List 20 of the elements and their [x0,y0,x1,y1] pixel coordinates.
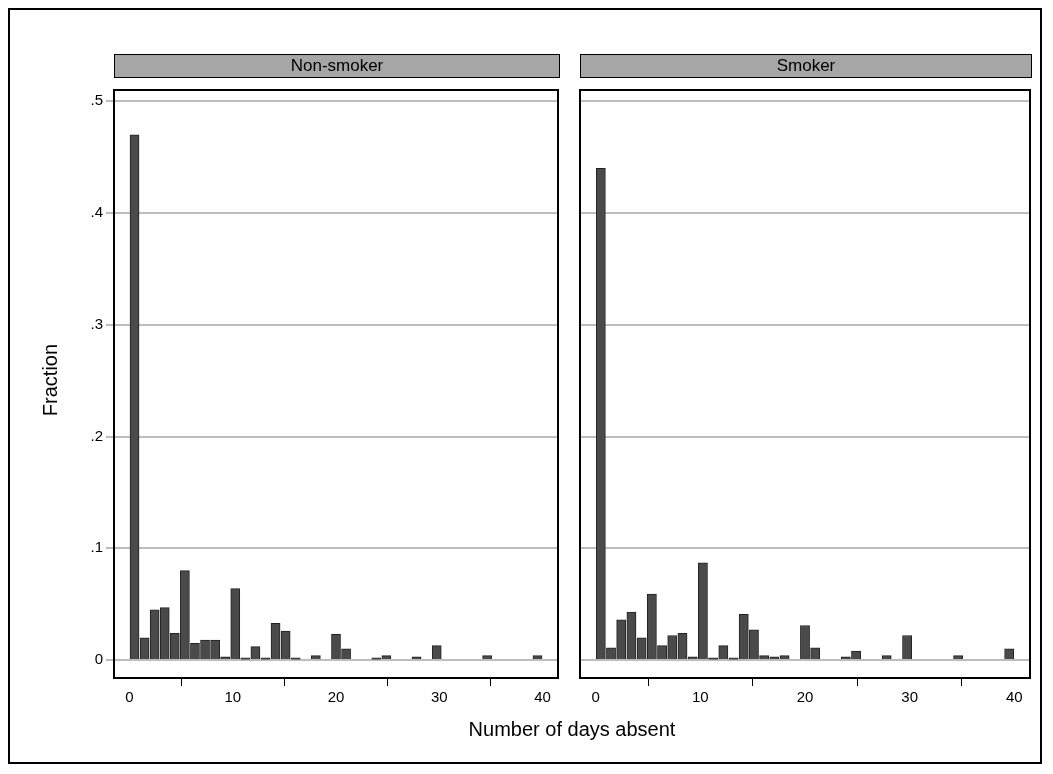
x-axis-title: Number of days absent [467,718,677,741]
x-tick-label: 30 [901,688,918,706]
x-tick-label: 40 [534,688,551,706]
y-tick-label: .2 [90,426,103,444]
x-tick-label: 20 [796,688,814,706]
x-tick-label: 20 [327,688,345,706]
x-tick-label: 30 [430,688,448,706]
x-tick-label: 40 [1005,688,1023,706]
chart-title: Non-smoker [114,54,560,78]
y-tick-label: .3 [90,314,103,332]
x-tick-label: 10 [224,688,242,706]
y-tick-label: 0 [94,650,103,668]
chart-title: Smoker [580,54,1032,78]
x-tick-label: 10 [692,688,709,706]
y-axis-title: Fraction [38,343,62,417]
x-tick-label: 0 [591,688,600,706]
y-tick-label: .4 [90,203,103,221]
y-tick-label: .5 [90,91,103,109]
x-tick-label: 0 [125,688,134,706]
y-tick-label: .1 [90,538,103,556]
